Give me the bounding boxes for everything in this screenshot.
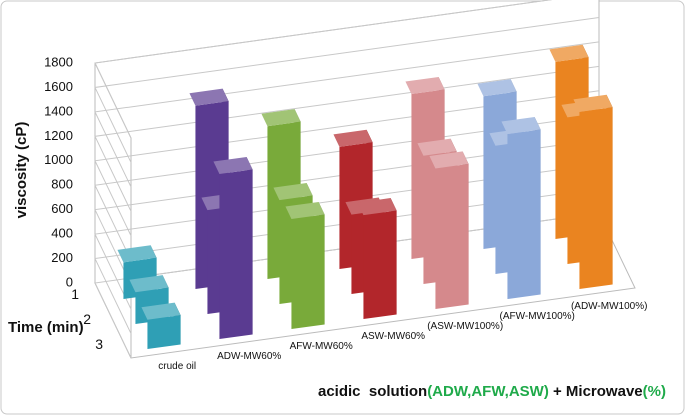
y-tick-label: 200 [51,250,73,265]
y-tick-label: 1800 [44,54,73,69]
bar-front [507,129,541,300]
bar [573,94,613,290]
bar-front [291,214,325,330]
bar-top [213,156,253,175]
bar [357,198,397,320]
bar-top [357,198,397,216]
x-tick-label: (ADW-MW100%) [571,301,647,312]
x-axis-title-part: (%) [643,383,666,400]
y-tick-label: 600 [51,201,73,216]
y-tick-label: 1200 [44,128,73,143]
y-tick-label: 800 [51,177,73,192]
bar-top [261,109,301,127]
bar [285,201,325,330]
x-axis-title-part: (ADW,AFW,ASW) [427,383,549,400]
grid-line [94,16,600,163]
bar-top [417,138,457,156]
bar-top [573,94,613,112]
bar-top [189,88,229,106]
x-tick-label: crude oil [158,361,196,372]
x-tick-label: (AFW-MW100%) [500,311,575,322]
x-tick-label: (ASW-MW100%) [427,321,503,332]
x-axis-title-part: + Microwave [549,383,643,400]
bar-top [333,129,373,147]
x-tick-label: AFW-MW60% [290,341,353,352]
bar [429,151,469,310]
depth-tick-label: 2 [83,311,91,327]
bar-top [501,116,541,135]
bar-top [285,201,325,220]
bar-front [579,107,613,290]
bars [117,44,613,350]
bar-top [117,245,157,263]
bar [213,156,253,340]
y-tick-label: 1600 [44,79,73,94]
bar-top [273,183,313,201]
depth-tick-label: 1 [71,286,79,302]
bar-top [141,302,181,320]
x-axis-title-part: acidic solution [318,383,427,400]
bar-front [219,169,253,340]
x-tick-label: ADW-MW60% [217,351,281,362]
y-tick-label: 400 [51,226,73,241]
depth-tick-label: 3 [95,336,103,352]
bar-front [147,315,181,350]
grid-line [94,41,600,188]
bar-top [477,79,517,97]
grid-line [94,0,553,139]
bar-top [405,76,445,95]
bar-front [435,163,469,310]
bar-front [363,210,397,320]
x-tick-label: ASW-MW60% [361,331,425,342]
bar-top [429,151,469,169]
bar [141,302,181,350]
bar-top [549,44,589,62]
x-axis-title: acidic solution(ADW,AFW,ASW) + Microwave… [318,383,666,400]
bar [501,116,541,300]
y-tick-label: 1000 [44,152,73,167]
y-tick-label: 0 [66,274,73,289]
bar-top [129,275,169,293]
y-axis-title: viscosity (cP) [13,122,30,219]
y-tick-label: 1400 [44,103,73,118]
depth-axis-title: Time (min) [8,319,84,336]
